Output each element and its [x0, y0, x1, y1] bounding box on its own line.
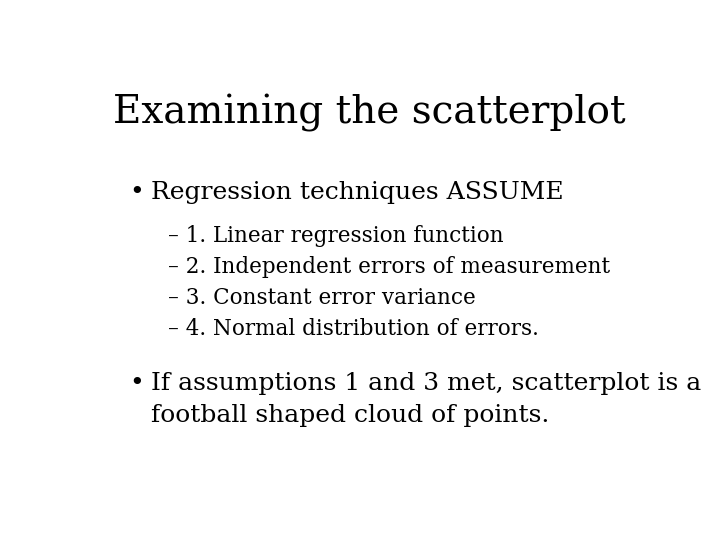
Text: – 1. Linear regression function: – 1. Linear regression function — [168, 225, 504, 247]
Text: Examining the scatterplot: Examining the scatterplot — [113, 94, 625, 132]
Text: •: • — [129, 181, 144, 204]
Text: – 3. Constant error variance: – 3. Constant error variance — [168, 287, 476, 309]
Text: – 2. Independent errors of measurement: – 2. Independent errors of measurement — [168, 256, 611, 278]
Text: If assumptions 1 and 3 met, scatterplot is a
football shaped cloud of points.: If assumptions 1 and 3 met, scatterplot … — [151, 373, 701, 428]
Text: Regression techniques ASSUME: Regression techniques ASSUME — [151, 181, 564, 204]
Text: •: • — [129, 373, 144, 395]
Text: – 4. Normal distribution of errors.: – 4. Normal distribution of errors. — [168, 319, 539, 340]
